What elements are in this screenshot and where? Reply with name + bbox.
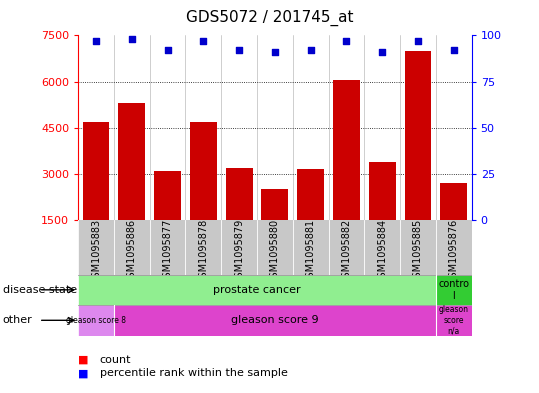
Bar	[119, 103, 145, 220]
Point	[306, 47, 315, 53]
Bar	[261, 189, 288, 220]
Bar	[190, 121, 217, 220]
Text: count: count	[100, 354, 131, 365]
Bar	[297, 169, 324, 220]
Text: ■: ■	[78, 354, 88, 365]
Text: ■: ■	[78, 368, 88, 378]
Bar	[154, 171, 181, 220]
Point	[235, 47, 244, 53]
Point	[271, 49, 279, 55]
Text: GDS5072 / 201745_at: GDS5072 / 201745_at	[186, 10, 353, 26]
Bar	[114, 305, 436, 336]
Text: other: other	[3, 315, 32, 325]
Bar	[78, 305, 114, 336]
Bar	[405, 51, 431, 220]
Point	[163, 47, 172, 53]
Point	[413, 38, 422, 44]
Bar	[333, 80, 360, 220]
Bar	[440, 183, 467, 220]
Text: gleason score 9: gleason score 9	[231, 315, 319, 325]
Bar	[436, 305, 472, 336]
Bar	[226, 168, 253, 220]
Text: disease state: disease state	[3, 285, 77, 295]
Point	[199, 38, 208, 44]
Text: contro
l: contro l	[438, 279, 469, 301]
Point	[128, 36, 136, 42]
Point	[342, 38, 351, 44]
Text: gleason score 8: gleason score 8	[66, 316, 126, 325]
Point	[92, 38, 100, 44]
Point	[450, 47, 458, 53]
Bar	[436, 275, 472, 305]
Bar	[82, 121, 109, 220]
Text: prostate cancer: prostate cancer	[213, 285, 301, 295]
Text: gleason
score
n/a: gleason score n/a	[439, 305, 469, 335]
Text: percentile rank within the sample: percentile rank within the sample	[100, 368, 288, 378]
Bar	[369, 162, 396, 220]
Point	[378, 49, 386, 55]
